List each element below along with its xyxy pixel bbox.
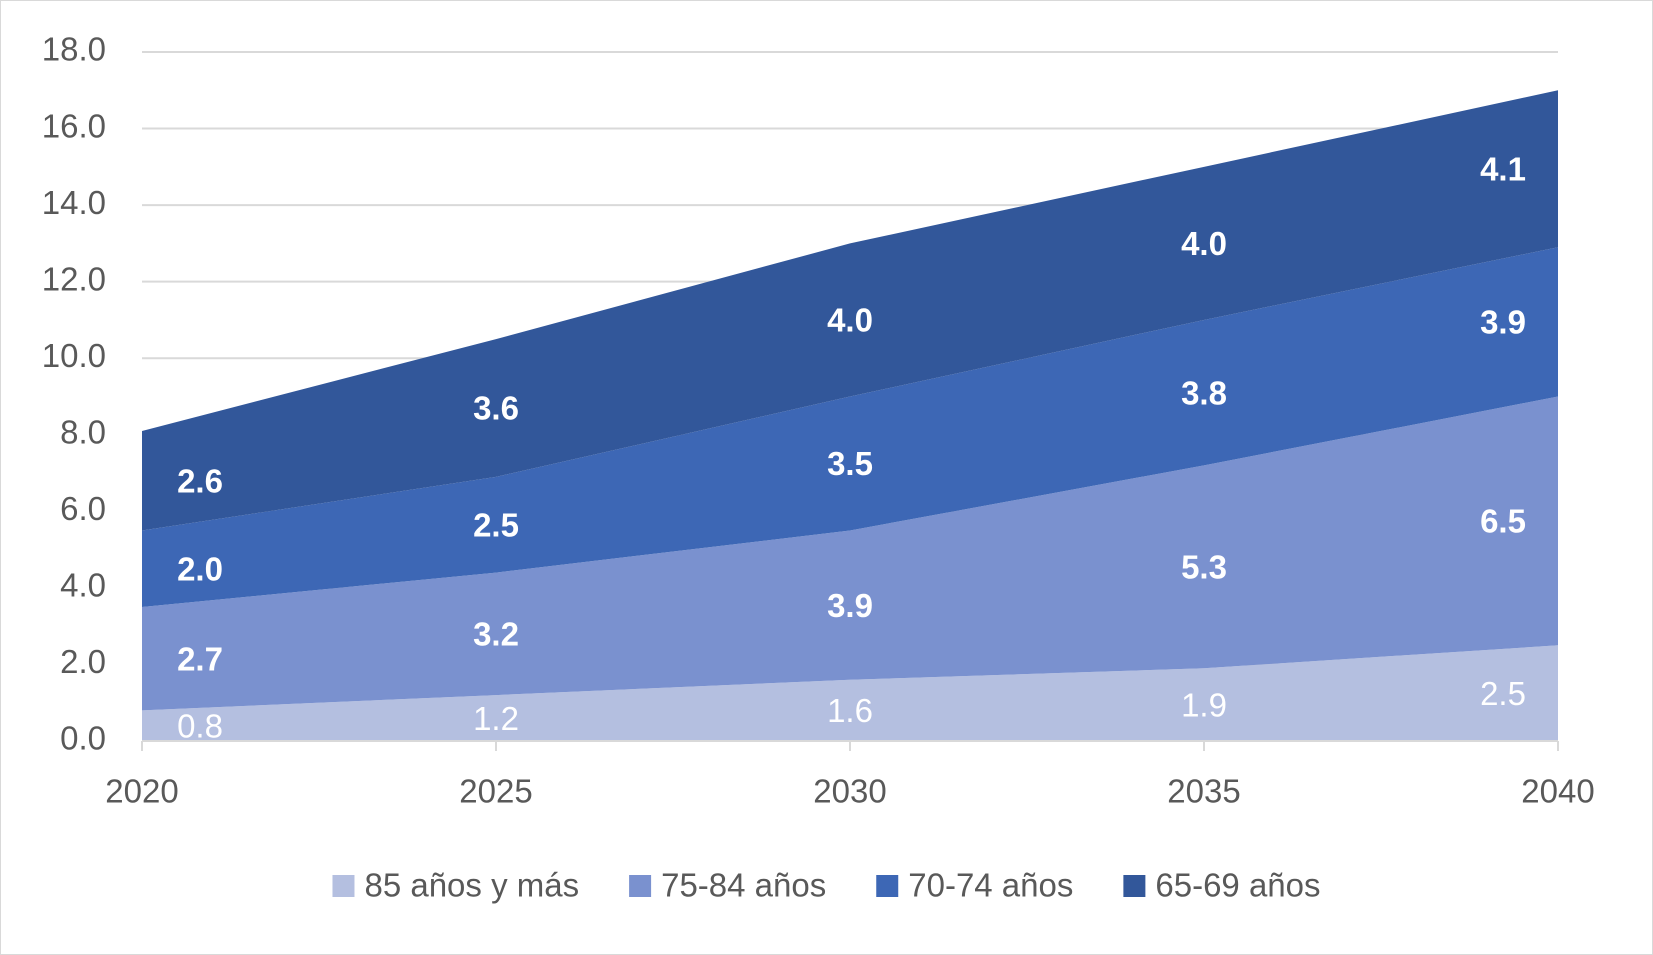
area bbox=[142, 396, 1558, 711]
x-tick-label: 2030 bbox=[813, 773, 886, 810]
x-tick-label: 2040 bbox=[1521, 773, 1594, 810]
data-label: 1.6 bbox=[827, 692, 873, 729]
area bbox=[142, 247, 1558, 608]
legend-label: 65-69 años bbox=[1155, 867, 1320, 904]
y-tick-label: 14.0 bbox=[42, 184, 106, 221]
y-tick-label: 18.0 bbox=[42, 31, 106, 68]
area bbox=[142, 645, 1558, 741]
y-tick-label: 4.0 bbox=[60, 567, 106, 604]
y-tick-label: 6.0 bbox=[60, 490, 106, 527]
data-label: 4.0 bbox=[827, 302, 873, 339]
legend: 85 años y más 75-84 años 70-74 años 65-69 a… bbox=[332, 867, 1321, 904]
data-label: 3.5 bbox=[827, 445, 873, 482]
data-label: 2.6 bbox=[177, 462, 223, 499]
data-label: 4.1 bbox=[1480, 150, 1526, 187]
x-tick-label: 2025 bbox=[459, 773, 532, 810]
data-label: 4.0 bbox=[1181, 225, 1227, 262]
legend-label: 75-84 años bbox=[661, 867, 826, 904]
data-label: 2.5 bbox=[1480, 675, 1526, 712]
y-tick-label: 2.0 bbox=[60, 643, 106, 680]
data-label: 3.9 bbox=[827, 587, 873, 624]
data-label: 3.6 bbox=[473, 390, 519, 427]
y-tick-label: 16.0 bbox=[42, 107, 106, 144]
data-label: 1.9 bbox=[1181, 686, 1227, 723]
legend-label: 85 años y más bbox=[364, 867, 579, 904]
x-tick-label: 2035 bbox=[1167, 773, 1240, 810]
data-label: 1.2 bbox=[473, 700, 519, 737]
y-tick-label: 10.0 bbox=[42, 337, 106, 374]
area bbox=[142, 90, 1558, 531]
data-label: 2.0 bbox=[177, 550, 223, 587]
legend-swatch bbox=[876, 875, 899, 897]
y-tick-label: 12.0 bbox=[42, 260, 106, 297]
data-label: 2.5 bbox=[473, 506, 519, 543]
data-label: 3.8 bbox=[1181, 374, 1227, 411]
legend-swatch bbox=[629, 875, 652, 897]
legend-swatch bbox=[1123, 875, 1146, 897]
data-label: 3.2 bbox=[473, 616, 519, 653]
data-label: 6.5 bbox=[1480, 503, 1526, 540]
legend-swatch bbox=[332, 875, 355, 897]
data-label: 3.9 bbox=[1480, 304, 1526, 341]
data-label: 2.7 bbox=[177, 640, 223, 677]
data-label: 5.3 bbox=[1181, 549, 1227, 586]
y-tick-label: 0.0 bbox=[60, 720, 106, 757]
legend-label: 70-74 años bbox=[908, 867, 1073, 904]
data-label: 0.8 bbox=[177, 707, 223, 744]
x-tick-label: 2020 bbox=[105, 773, 178, 810]
y-tick-label: 8.0 bbox=[60, 413, 106, 450]
